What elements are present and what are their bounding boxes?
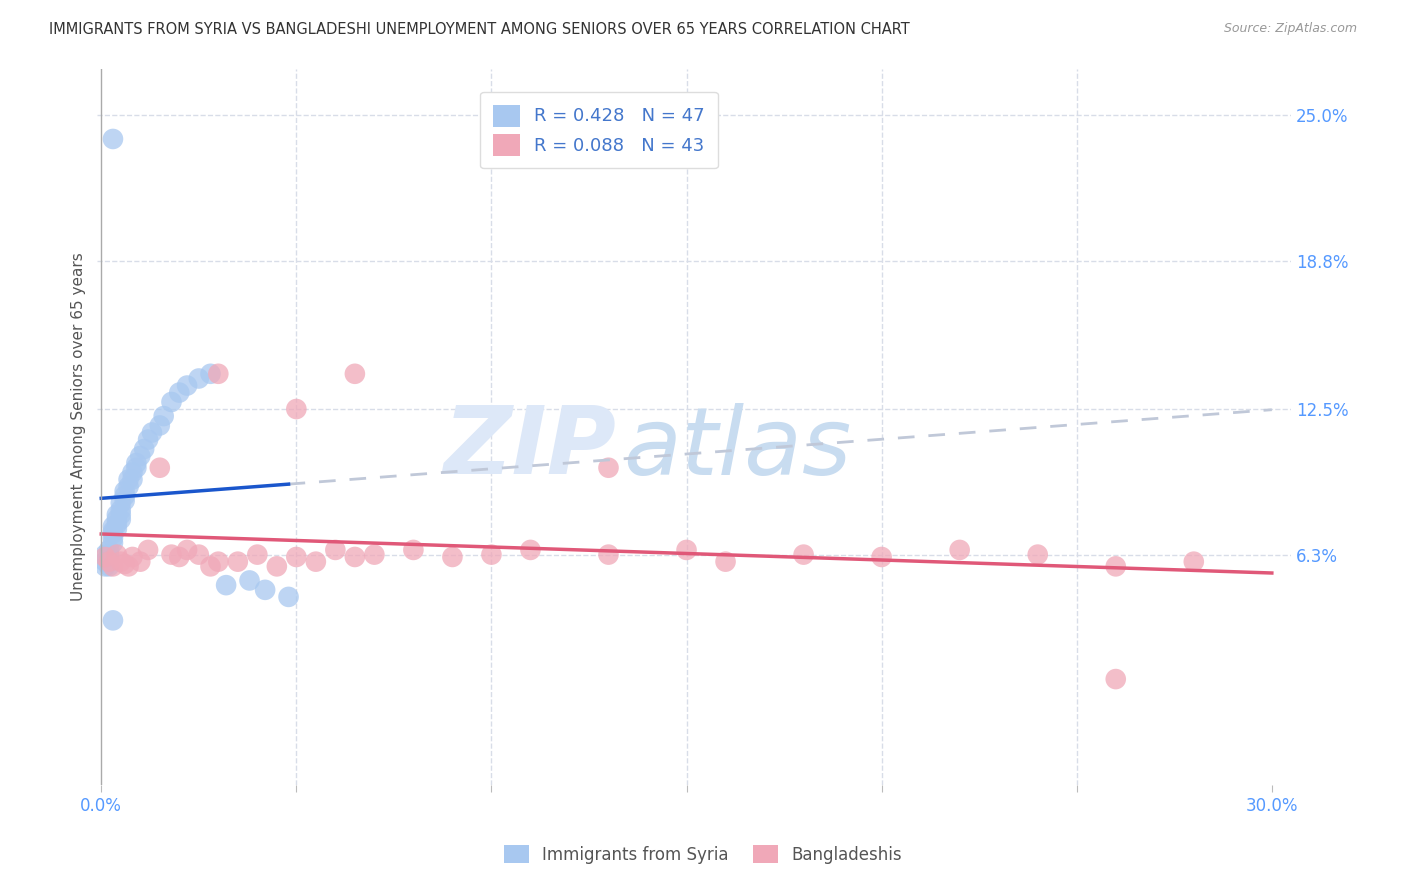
Point <box>94 548 117 562</box>
Point <box>98 543 121 558</box>
Point <box>441 549 464 564</box>
Point <box>176 378 198 392</box>
Point <box>1026 548 1049 562</box>
Point <box>134 442 156 456</box>
Point <box>101 524 124 538</box>
Y-axis label: Unemployment Among Seniors over 65 years: Unemployment Among Seniors over 65 years <box>72 252 86 601</box>
Point <box>200 559 222 574</box>
Point <box>598 460 620 475</box>
Point <box>117 479 139 493</box>
Point <box>343 367 366 381</box>
Point <box>110 512 132 526</box>
Point <box>149 460 172 475</box>
Point <box>105 522 128 536</box>
Point <box>141 425 163 440</box>
Point <box>481 548 503 562</box>
Point <box>136 433 159 447</box>
Point <box>402 543 425 558</box>
Point <box>114 489 136 503</box>
Point <box>870 549 893 564</box>
Point <box>325 543 347 558</box>
Point <box>793 548 815 562</box>
Point <box>105 517 128 532</box>
Point <box>121 466 143 480</box>
Point <box>129 449 152 463</box>
Point <box>215 578 238 592</box>
Point <box>207 555 229 569</box>
Text: ZIP: ZIP <box>444 402 617 494</box>
Point <box>114 493 136 508</box>
Point <box>98 555 121 569</box>
Point <box>98 548 121 562</box>
Point <box>98 559 121 574</box>
Point <box>98 555 121 569</box>
Point <box>285 549 308 564</box>
Legend: R = 0.428   N = 47, R = 0.088   N = 43: R = 0.428 N = 47, R = 0.088 N = 43 <box>479 92 717 169</box>
Point <box>110 508 132 522</box>
Point <box>285 402 308 417</box>
Text: Source: ZipAtlas.com: Source: ZipAtlas.com <box>1223 22 1357 36</box>
Point <box>129 555 152 569</box>
Point <box>125 456 148 470</box>
Point <box>101 531 124 545</box>
Point <box>98 549 121 564</box>
Point <box>187 371 209 385</box>
Point <box>94 549 117 564</box>
Point <box>117 559 139 574</box>
Point <box>94 559 117 574</box>
Point <box>949 543 972 558</box>
Point <box>714 555 737 569</box>
Text: atlas: atlas <box>623 402 851 493</box>
Point <box>305 555 328 569</box>
Point <box>110 503 132 517</box>
Point <box>121 549 143 564</box>
Point <box>176 543 198 558</box>
Point <box>343 549 366 564</box>
Point <box>149 418 172 433</box>
Point <box>160 548 183 562</box>
Point <box>114 484 136 499</box>
Point <box>114 557 136 571</box>
Point <box>160 395 183 409</box>
Legend: Immigrants from Syria, Bangladeshis: Immigrants from Syria, Bangladeshis <box>496 838 910 871</box>
Point <box>277 590 299 604</box>
Point <box>152 409 174 423</box>
Point <box>101 559 124 574</box>
Point <box>136 543 159 558</box>
Point <box>1105 672 1128 686</box>
Point <box>169 549 191 564</box>
Point <box>169 385 191 400</box>
Point <box>94 555 117 569</box>
Point <box>101 519 124 533</box>
Point <box>101 613 124 627</box>
Point <box>200 367 222 381</box>
Point <box>117 473 139 487</box>
Point <box>238 574 260 588</box>
Point <box>101 536 124 550</box>
Point <box>254 582 277 597</box>
Point <box>105 548 128 562</box>
Text: IMMIGRANTS FROM SYRIA VS BANGLADESHI UNEMPLOYMENT AMONG SENIORS OVER 65 YEARS CO: IMMIGRANTS FROM SYRIA VS BANGLADESHI UNE… <box>49 22 910 37</box>
Point <box>246 548 269 562</box>
Point <box>110 496 132 510</box>
Point <box>105 512 128 526</box>
Point <box>363 548 385 562</box>
Point <box>1105 559 1128 574</box>
Point <box>598 548 620 562</box>
Point <box>519 543 541 558</box>
Point <box>1182 555 1205 569</box>
Point <box>207 367 229 381</box>
Point <box>101 526 124 541</box>
Point <box>187 548 209 562</box>
Point <box>226 555 249 569</box>
Point <box>675 543 697 558</box>
Point <box>125 460 148 475</box>
Point <box>266 559 288 574</box>
Point <box>101 132 124 146</box>
Point <box>110 555 132 569</box>
Point <box>105 508 128 522</box>
Point <box>121 473 143 487</box>
